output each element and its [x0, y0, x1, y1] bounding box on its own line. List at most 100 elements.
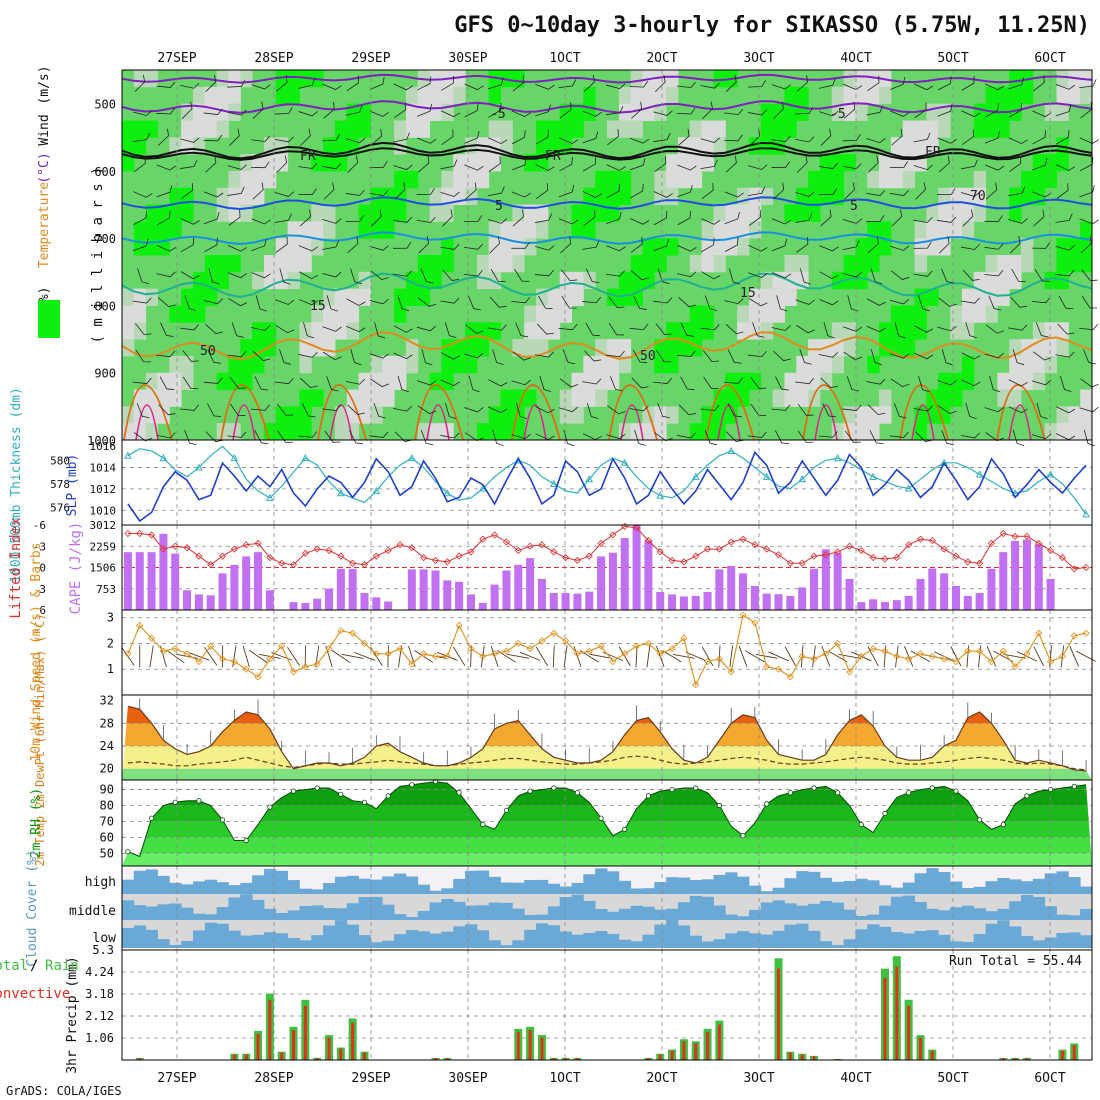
- wind-barb: [701, 218, 721, 225]
- lifted-index-point: [1058, 554, 1066, 562]
- wind-barb: [913, 405, 933, 412]
- date-tick-label: 1OCT: [549, 51, 580, 66]
- cape-bar: [750, 586, 759, 610]
- wind-barb: [157, 210, 171, 226]
- wind-barb: [985, 182, 998, 200]
- wind-speed-point: [940, 655, 948, 663]
- cloud-bar: [855, 878, 868, 894]
- wind-speed-point: [881, 647, 889, 655]
- wind-barb: [889, 189, 909, 196]
- cloud-bar: [441, 931, 454, 948]
- lifted-index-point: [562, 554, 570, 562]
- rh-cell: [192, 120, 206, 138]
- wind-speed-point: [372, 650, 380, 658]
- rh-axis-label: 2m RH (%): [29, 788, 44, 858]
- rh-cell: [843, 154, 856, 172]
- cloud-bar: [133, 925, 147, 948]
- wind-barb: [866, 105, 884, 116]
- rh-tick-label: 50: [100, 846, 114, 860]
- cape-bar: [786, 595, 795, 610]
- cape-bar: [490, 584, 499, 610]
- wind-barb: [1004, 654, 1027, 659]
- rh-cell: [1044, 423, 1058, 441]
- contour-label: -5: [490, 107, 506, 122]
- cloud-bar: [843, 880, 856, 894]
- rh-cell: [654, 86, 667, 105]
- lifted-index-point: [751, 541, 759, 549]
- cloud-bar: [1068, 915, 1081, 920]
- lifted-index-point: [1023, 532, 1031, 540]
- rh-cell: [748, 305, 762, 323]
- wind-barb: [299, 209, 311, 227]
- temperature-contour: [121, 147, 1093, 161]
- cloud-bar: [666, 920, 679, 948]
- rh-cell: [405, 355, 419, 374]
- cloud-bar: [512, 940, 525, 948]
- wind-barb: [229, 128, 240, 146]
- rh-cell: [429, 423, 442, 441]
- wind-barb: [561, 295, 577, 309]
- lifted-index-point: [266, 554, 274, 562]
- rh-cell: [405, 170, 419, 189]
- rh-cell: [358, 204, 371, 222]
- cloud-bar: [677, 925, 691, 948]
- wind-barb: [1055, 104, 1072, 117]
- temperature-contour: [802, 384, 852, 441]
- precip-convective-bar: [883, 977, 887, 1060]
- rh-cell: [819, 187, 833, 206]
- contour-label: FR: [545, 149, 561, 164]
- wind-barb: [322, 134, 341, 142]
- cloud-bar: [192, 930, 206, 948]
- cloud-bar: [275, 913, 289, 920]
- lifted-index-point: [656, 548, 664, 556]
- rh-cell: [831, 86, 845, 105]
- wind-barb: [165, 649, 185, 664]
- temperature-contour: [121, 231, 1093, 246]
- wind-barb: [937, 380, 957, 386]
- cape-bar: [171, 553, 180, 610]
- rh-cell: [654, 255, 667, 273]
- wind-barb: [298, 78, 316, 89]
- rh-cell: [1009, 355, 1022, 374]
- rh-cell: [737, 204, 750, 222]
- rh-cell: [748, 288, 762, 306]
- precip-tick-label: 3.18: [85, 987, 114, 1001]
- rh-cell: [323, 339, 336, 357]
- date-tick-label: 30SEP: [448, 51, 487, 66]
- wind-barb: [1034, 269, 1050, 282]
- cloud-bar: [429, 890, 442, 894]
- wind-barb: [654, 74, 666, 93]
- wind-speed-point: [420, 650, 428, 658]
- rh-band: [122, 789, 1092, 806]
- cloud-bar: [405, 916, 419, 920]
- wind-barb: [655, 323, 672, 335]
- wind-barb: [678, 128, 690, 146]
- rh-cell: [914, 305, 927, 323]
- precip-convective-bar: [244, 1054, 248, 1060]
- rh-cell: [997, 255, 1010, 273]
- cloud-bar: [772, 887, 785, 894]
- rh-cell: [666, 406, 679, 424]
- rh-cell: [1068, 238, 1081, 256]
- rh-cell: [1009, 103, 1022, 121]
- wind-barb: [750, 376, 767, 389]
- cloud-bar: [275, 870, 289, 894]
- rh-cell: [689, 423, 703, 441]
- rh-cell: [808, 372, 821, 391]
- wind-barb: [227, 109, 247, 116]
- wind-barb: [539, 376, 551, 392]
- date-tick-label: 28SEP: [254, 1071, 293, 1086]
- rh-cell: [1068, 406, 1081, 424]
- rh-cell: [524, 322, 537, 340]
- cloud-bar: [1009, 879, 1022, 894]
- cloud-bar: [240, 882, 253, 894]
- lifted-index-point: [455, 552, 463, 560]
- cape-bar: [644, 540, 653, 610]
- rh-cell: [311, 305, 324, 323]
- wind-barb: [984, 215, 1003, 222]
- rh-cell: [701, 238, 714, 256]
- cloud-bar: [311, 905, 324, 920]
- cloud-bar: [299, 906, 312, 920]
- wind-barb: [369, 245, 389, 251]
